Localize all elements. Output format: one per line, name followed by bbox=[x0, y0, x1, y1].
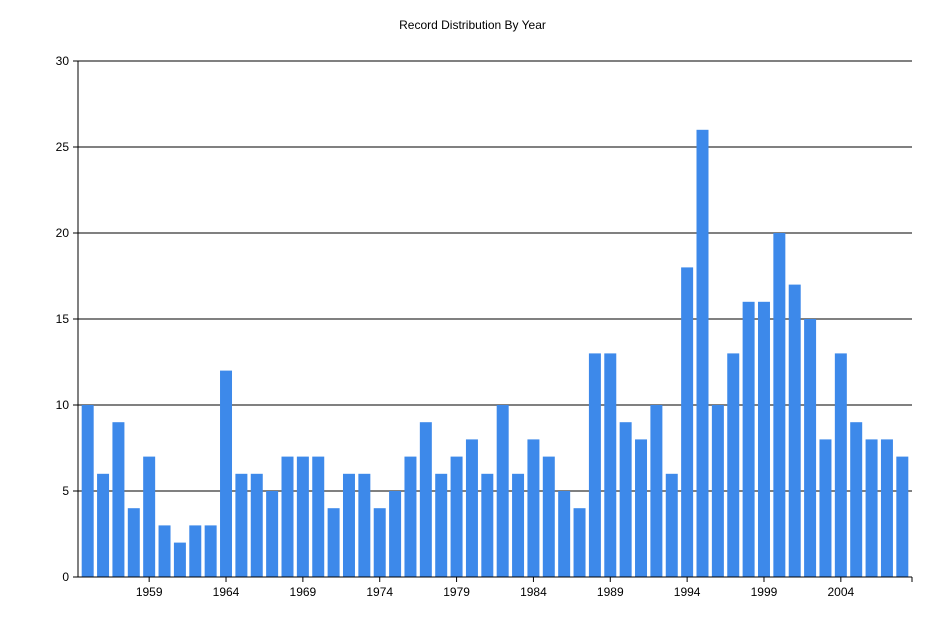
bar-1994 bbox=[681, 267, 694, 577]
bar-1977 bbox=[419, 422, 432, 577]
bar-1966 bbox=[250, 473, 263, 577]
bar-1957 bbox=[112, 422, 125, 577]
bar-2000 bbox=[773, 233, 786, 577]
bar-1980 bbox=[465, 439, 478, 577]
bar-1999 bbox=[757, 301, 770, 577]
bar-1972 bbox=[342, 473, 355, 577]
bar-1970 bbox=[312, 456, 325, 577]
bar-1981 bbox=[481, 473, 494, 577]
bar-1987 bbox=[573, 508, 586, 577]
bar-1992 bbox=[650, 405, 663, 577]
bar-1968 bbox=[281, 456, 294, 577]
bar-1979 bbox=[450, 456, 463, 577]
bar-1993 bbox=[665, 473, 678, 577]
bar-1983 bbox=[512, 473, 525, 577]
x-tick-label: 1999 bbox=[751, 585, 778, 599]
bar-1996 bbox=[711, 405, 724, 577]
bar-1962 bbox=[189, 525, 202, 577]
bar-1961 bbox=[173, 542, 186, 577]
x-tick-label: 1959 bbox=[136, 585, 163, 599]
x-tick-label: 1969 bbox=[290, 585, 317, 599]
bar-1998 bbox=[742, 301, 755, 577]
y-tick-label: 20 bbox=[56, 226, 70, 240]
bar-1963 bbox=[204, 525, 217, 577]
x-tick-label: 1974 bbox=[366, 585, 393, 599]
bar-2001 bbox=[788, 284, 801, 577]
bar-1971 bbox=[327, 508, 340, 577]
x-tick-label: 1994 bbox=[674, 585, 701, 599]
bar-1985 bbox=[542, 456, 555, 577]
y-tick-label: 5 bbox=[62, 484, 69, 498]
bar-1967 bbox=[266, 491, 279, 577]
bar-1978 bbox=[435, 473, 448, 577]
bar-1982 bbox=[496, 405, 509, 577]
bar-1986 bbox=[558, 491, 571, 577]
bar-2005 bbox=[850, 422, 863, 577]
bar-1997 bbox=[727, 353, 740, 577]
bar-1973 bbox=[358, 473, 371, 577]
x-tick-label: 1989 bbox=[597, 585, 624, 599]
bar-1965 bbox=[235, 473, 248, 577]
bar-1969 bbox=[296, 456, 309, 577]
chart-title: Record Distribution By Year bbox=[399, 18, 546, 32]
bar-1959 bbox=[143, 456, 156, 577]
bar-2002 bbox=[804, 319, 817, 577]
x-tick-label: 1964 bbox=[213, 585, 240, 599]
axes: 0 5 10 15 20 25 30 1959 1964 1969 1974 1979 1984 1989… bbox=[56, 54, 913, 599]
bars bbox=[81, 129, 909, 578]
bar-1975 bbox=[389, 491, 402, 577]
bar-1976 bbox=[404, 456, 417, 577]
bar-2006 bbox=[865, 439, 878, 577]
bar-2004 bbox=[834, 353, 847, 577]
bar-1964 bbox=[220, 370, 233, 577]
x-tick-label: 2004 bbox=[827, 585, 854, 599]
y-tick-label: 30 bbox=[56, 54, 70, 68]
bar-1991 bbox=[635, 439, 648, 577]
y-tick-label: 10 bbox=[56, 398, 70, 412]
gridlines bbox=[78, 60, 912, 492]
bar-1955 bbox=[81, 405, 94, 577]
x-tick-label: 1979 bbox=[443, 585, 470, 599]
bar-1956 bbox=[97, 473, 110, 577]
y-tick-label: 15 bbox=[56, 312, 70, 326]
y-tick-label: 0 bbox=[62, 570, 69, 584]
bar-2003 bbox=[819, 439, 832, 577]
bar-1974 bbox=[373, 508, 386, 577]
bar-1988 bbox=[588, 353, 601, 577]
bar-1984 bbox=[527, 439, 540, 577]
bar-1960 bbox=[158, 525, 171, 577]
bar-1958 bbox=[127, 508, 140, 577]
bar-2008 bbox=[896, 456, 909, 577]
y-tick-label: 25 bbox=[56, 140, 70, 154]
bar-1990 bbox=[619, 422, 632, 577]
bar-1989 bbox=[604, 353, 617, 577]
bar-1995 bbox=[696, 129, 709, 578]
bar-2007 bbox=[880, 439, 893, 577]
x-tick-label: 1984 bbox=[520, 585, 547, 599]
